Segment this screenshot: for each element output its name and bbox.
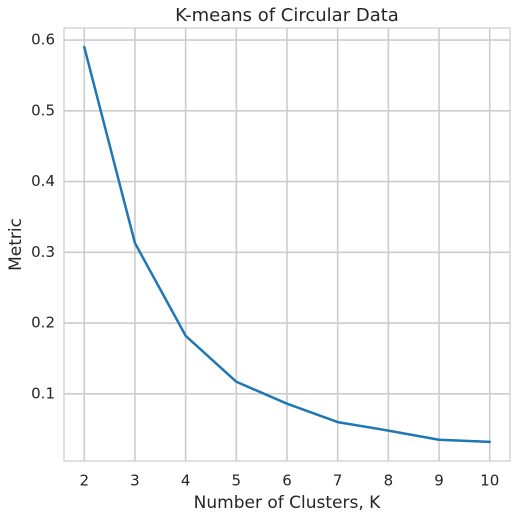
y-tick-label: 0.3 — [31, 243, 55, 261]
x-tick-label: 6 — [282, 472, 292, 490]
x-tick-label: 7 — [333, 472, 343, 490]
x-tick-label: 5 — [232, 472, 242, 490]
y-tick-label: 0.6 — [31, 31, 55, 49]
x-tick-label: 10 — [480, 472, 499, 490]
series-line — [83, 45, 491, 444]
y-tick-label: 0.5 — [31, 101, 55, 119]
y-axis-label: Metric — [6, 218, 26, 271]
x-tick-label: 4 — [181, 472, 191, 490]
grid-layer — [64, 28, 510, 461]
y-tick-label: 0.4 — [31, 172, 55, 190]
x-tick-labels: 2 3 4 5 6 7 8 9 10 — [79, 472, 499, 490]
x-tick-label: 2 — [79, 472, 89, 490]
y-tick-labels: 0.1 0.2 0.3 0.4 0.5 0.6 — [31, 31, 55, 403]
x-axis-label: Number of Clusters, K — [194, 493, 381, 513]
y-tick-label: 0.1 — [31, 384, 55, 402]
x-tick-label: 3 — [130, 472, 140, 490]
y-tick-label: 0.2 — [31, 314, 55, 332]
chart-title: K-means of Circular Data — [175, 5, 399, 26]
x-tick-label: 8 — [384, 472, 394, 490]
plot-area-frame — [63, 27, 511, 462]
x-tick-label: 9 — [434, 472, 444, 490]
